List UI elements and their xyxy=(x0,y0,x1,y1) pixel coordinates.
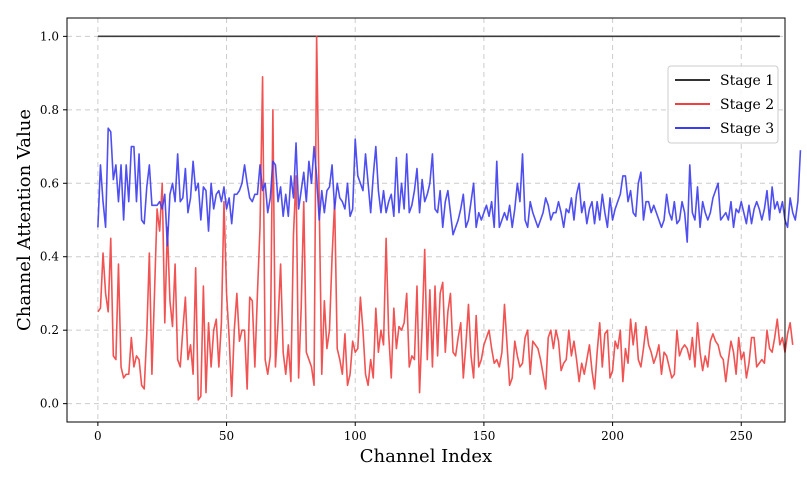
legend: Stage 1 Stage 2 Stage 3 xyxy=(667,65,779,144)
legend-label-stage-3: Stage 3 xyxy=(720,121,774,137)
plot-frame xyxy=(66,17,786,423)
y-tick-label: 0.8 xyxy=(40,103,59,117)
y-tick-label: 1.0 xyxy=(40,29,59,43)
y-tick-label: 0.4 xyxy=(40,250,59,264)
y-tick-label: 0.2 xyxy=(40,323,59,337)
legend-box xyxy=(667,65,779,144)
series-lines xyxy=(97,35,802,401)
y-axis-ticks: 0.0 0.2 0.4 0.6 0.8 1.0 xyxy=(40,29,67,411)
y-tick-label: 0.0 xyxy=(40,397,59,411)
legend-label-stage-1: Stage 1 xyxy=(720,73,774,89)
x-tick-label: 100 xyxy=(344,429,367,443)
legend-label-stage-2: Stage 2 xyxy=(720,97,774,113)
y-axis-label: Channel Attention Value xyxy=(14,109,35,331)
x-axis-label: Channel Index xyxy=(360,446,492,467)
x-tick-label: 250 xyxy=(730,429,753,443)
y-tick-label: 0.6 xyxy=(40,176,59,190)
series-line-stage-2 xyxy=(97,35,794,401)
x-tick-label: 0 xyxy=(94,429,102,443)
series-line-stage-3 xyxy=(97,127,802,247)
x-axis-ticks: 0 50 100 150 200 250 xyxy=(94,422,753,443)
x-tick-label: 50 xyxy=(219,429,234,443)
x-tick-label: 200 xyxy=(601,429,624,443)
x-tick-label: 150 xyxy=(472,429,495,443)
